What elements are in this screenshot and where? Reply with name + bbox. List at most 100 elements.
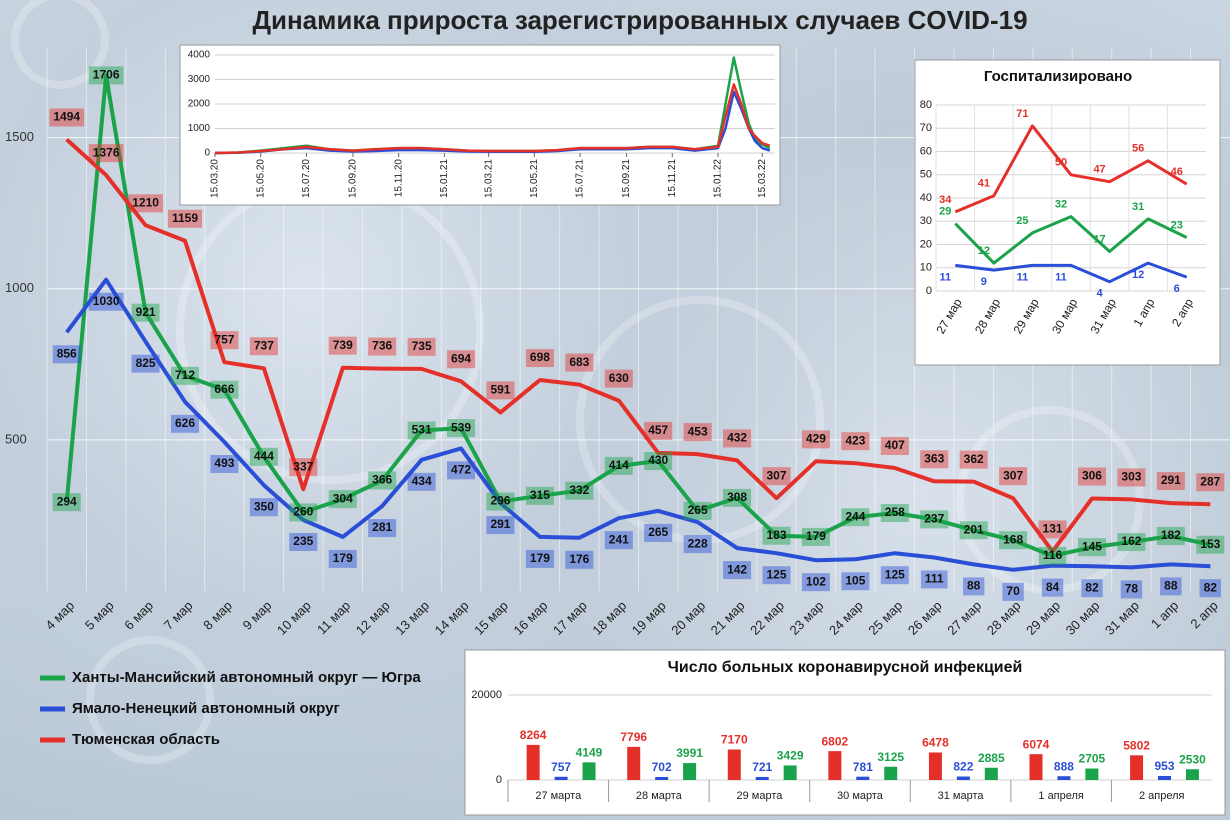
data-label-box: [249, 337, 278, 356]
data-label-box: [841, 572, 870, 591]
data-label-box: [1038, 520, 1067, 539]
x-tick-label: 11 мар: [314, 598, 353, 637]
bar: [627, 746, 641, 780]
bar: [783, 765, 797, 780]
data-label: 265: [648, 525, 668, 539]
data-label: 434: [412, 474, 432, 488]
data-label: 1494: [53, 110, 80, 124]
y-tick-label: 0: [204, 148, 210, 159]
data-label: 8264: [520, 728, 547, 742]
data-label: 105: [845, 573, 865, 587]
bar: [956, 776, 970, 780]
bar: [683, 763, 697, 780]
data-label: 31: [1132, 201, 1144, 213]
bar: [655, 777, 669, 780]
data-label: 78: [1125, 582, 1139, 596]
x-tick-label: 2 апр: [1187, 598, 1220, 631]
inset-panel: [179, 44, 781, 206]
data-label-box: [1117, 533, 1146, 552]
data-label: 539: [451, 420, 471, 434]
data-label: 25: [1016, 215, 1028, 227]
data-label-box: [447, 419, 476, 438]
y-tick-label: 70: [920, 122, 932, 134]
y-tick-label: 1500: [5, 129, 34, 144]
x-tick-label: 4 мар: [42, 598, 77, 633]
data-label: 116: [1043, 548, 1063, 562]
data-label-box: [88, 144, 124, 163]
data-label: 265: [688, 503, 708, 517]
bar: [727, 749, 741, 780]
x-tick-label: 28 марта: [636, 790, 683, 802]
x-tick-label: 16 мар: [511, 598, 551, 638]
y-tick-label: 0: [496, 774, 502, 786]
data-label: 432: [727, 431, 747, 445]
data-label: 472: [451, 463, 471, 477]
data-label: 308: [727, 490, 747, 504]
data-label: 291: [490, 517, 510, 531]
data-label: 737: [254, 338, 274, 352]
data-label: 1030: [93, 294, 120, 308]
data-label: 237: [924, 512, 944, 526]
data-label-box: [604, 369, 633, 388]
data-label-box: [1117, 468, 1146, 487]
data-label: 1159: [172, 211, 198, 225]
data-label-box: [723, 429, 752, 448]
data-label-box: [762, 566, 791, 585]
x-tick-label: 26 мар: [905, 598, 945, 638]
data-label-box: [841, 508, 870, 527]
data-label-box: [486, 516, 515, 535]
x-tick-label: 15.03.20: [210, 159, 221, 198]
data-label: 29: [939, 205, 951, 217]
legend-label: Ханты-Мансийский автономный округ — Югра: [72, 669, 421, 686]
x-tick-label: 28 мар: [984, 598, 1024, 638]
data-label-box: [1002, 582, 1024, 601]
x-tick-label: 7 мар: [161, 598, 196, 633]
data-label-box: [525, 349, 554, 368]
data-label-box: [131, 303, 160, 322]
x-tick-label: 5 мар: [82, 598, 117, 633]
data-label: 182: [1161, 528, 1181, 542]
bar: [1130, 755, 1144, 780]
data-label: 6074: [1023, 737, 1050, 751]
data-label-box: [963, 577, 985, 596]
data-label: 46: [1171, 166, 1183, 178]
y-tick-label: 60: [920, 145, 932, 157]
data-label: 457: [648, 423, 668, 437]
data-label: 6802: [822, 734, 849, 748]
data-label-box: [801, 430, 830, 449]
data-label-box: [328, 336, 357, 355]
data-label: 712: [175, 368, 195, 382]
bar: [884, 766, 898, 780]
data-label-box: [525, 486, 554, 505]
data-label: 82: [1085, 580, 1099, 594]
data-label: 153: [1200, 537, 1220, 551]
data-label-box: [1077, 538, 1106, 557]
bar: [755, 776, 769, 780]
series-line: [64, 73, 1211, 558]
data-label-box: [1077, 467, 1106, 486]
x-tick-label: 15.11.20: [393, 159, 404, 198]
data-label-box: [486, 381, 515, 400]
data-label: 337: [293, 459, 313, 473]
y-tick-label: 4000: [188, 50, 211, 61]
legend-label: Тюменская область: [72, 731, 220, 748]
data-label: 244: [845, 509, 865, 523]
y-tick-label: 0: [926, 285, 932, 297]
data-label: 34: [939, 194, 952, 206]
data-label: 630: [609, 371, 629, 385]
data-label-box: [880, 436, 909, 455]
data-label-box: [644, 523, 673, 542]
data-label: 757: [551, 760, 571, 774]
data-label-box: [801, 527, 830, 546]
x-tick-label: 15.01.21: [439, 159, 450, 198]
data-label: 201: [964, 522, 984, 536]
data-label: 84: [1046, 580, 1060, 594]
data-label: 258: [885, 505, 905, 519]
chart-title: Динамика прироста зарегистрированных слу…: [252, 5, 1027, 35]
data-label-box: [407, 421, 436, 440]
y-tick-label: 30: [920, 215, 932, 227]
x-tick-label: 22 мар: [747, 598, 787, 638]
data-label-box: [249, 498, 278, 517]
data-label: 781: [853, 760, 873, 774]
